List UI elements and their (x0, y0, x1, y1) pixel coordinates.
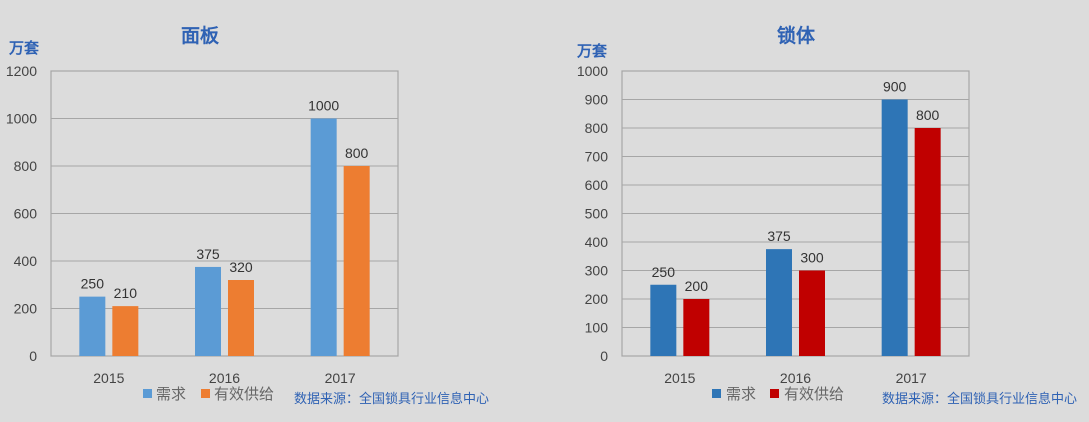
y-tick-label: 0 (600, 348, 608, 364)
legend-label-demand: 需求 (156, 386, 186, 403)
bar-supply (343, 166, 370, 356)
bar-supply (799, 270, 825, 356)
data-label: 250 (652, 264, 676, 280)
bar-supply (914, 128, 941, 356)
x-tick-label: 2015 (664, 370, 695, 386)
legend-label-supply: 有效供给 (784, 386, 844, 403)
bar-supply (683, 299, 710, 356)
bar-demand (650, 284, 677, 356)
x-tick-label: 2017 (325, 370, 356, 386)
plot-area: 0 200 400 600 800 1000 1200 2015 250 210 2016 375 32… (6, 63, 399, 386)
data-label: 800 (345, 145, 369, 161)
data-label: 210 (114, 285, 138, 301)
y-tick-label: 400 (14, 253, 38, 269)
bar-supply (112, 306, 139, 356)
x-tick-label: 2016 (780, 370, 811, 386)
y-tick-label: 100 (585, 320, 609, 336)
y-tick-label: 0 (29, 348, 37, 364)
chart-title: 锁体 (777, 24, 816, 47)
data-label: 320 (229, 259, 253, 275)
y-tick-label: 900 (585, 92, 609, 108)
y-tick-label: 400 (585, 234, 609, 250)
legend-swatch-supply (201, 389, 210, 398)
y-axis-unit: 万套 (8, 39, 40, 57)
bar-demand (766, 249, 792, 356)
data-label: 900 (883, 79, 907, 95)
data-label: 300 (800, 250, 824, 266)
x-tick-label: 2016 (209, 370, 240, 386)
data-label: 375 (767, 228, 791, 244)
y-tick-label: 800 (14, 158, 38, 174)
y-tick-label: 800 (585, 120, 609, 136)
y-axis-unit: 万套 (576, 42, 608, 60)
chart-title: 面板 (181, 24, 220, 47)
y-tick-label: 200 (14, 301, 38, 317)
y-tick-label: 600 (585, 177, 609, 193)
y-tick-label: 1200 (6, 63, 37, 79)
y-tick-label: 1000 (6, 111, 37, 127)
legend-swatch-demand (712, 389, 721, 398)
data-source-note: 数据来源：全国锁具行业信息中心 (294, 391, 489, 406)
y-tick-label: 200 (585, 291, 609, 307)
y-tick-label: 1000 (577, 63, 608, 79)
legend-swatch-demand (143, 389, 152, 398)
data-source-note: 数据来源：全国锁具行业信息中心 (882, 391, 1077, 406)
data-label: 200 (685, 278, 709, 294)
x-tick-label: 2015 (93, 370, 124, 386)
legend-label-demand: 需求 (726, 386, 756, 403)
y-tick-label: 300 (585, 263, 609, 279)
bar-demand (195, 266, 221, 356)
legend-label-supply: 有效供给 (214, 386, 274, 403)
plot-area: 0 100 200 300 400 500 600 700 800 900 1000 2015 250 2… (577, 63, 970, 386)
y-tick-label: 500 (585, 206, 609, 222)
x-tick-label: 2017 (896, 370, 927, 386)
data-label: 1000 (308, 98, 339, 114)
bar-demand (881, 99, 908, 356)
bar-supply (228, 280, 254, 356)
data-label: 800 (916, 107, 940, 123)
bar-demand (310, 118, 337, 356)
bar-demand (79, 296, 106, 356)
y-tick-label: 600 (14, 206, 38, 222)
data-label: 375 (196, 246, 220, 262)
legend-swatch-supply (770, 389, 779, 398)
chart-panel: 面板 万套 需求 有效供给 数据来源：全国锁具行业信息中心 0 200 400 600… (6, 24, 489, 406)
data-label: 250 (81, 276, 105, 292)
chart-lock-body: 锁体 万套 需求 有效供给 数据来源：全国锁具行业信息中心 0 100 200 300… (576, 24, 1077, 406)
y-tick-label: 700 (585, 149, 609, 165)
